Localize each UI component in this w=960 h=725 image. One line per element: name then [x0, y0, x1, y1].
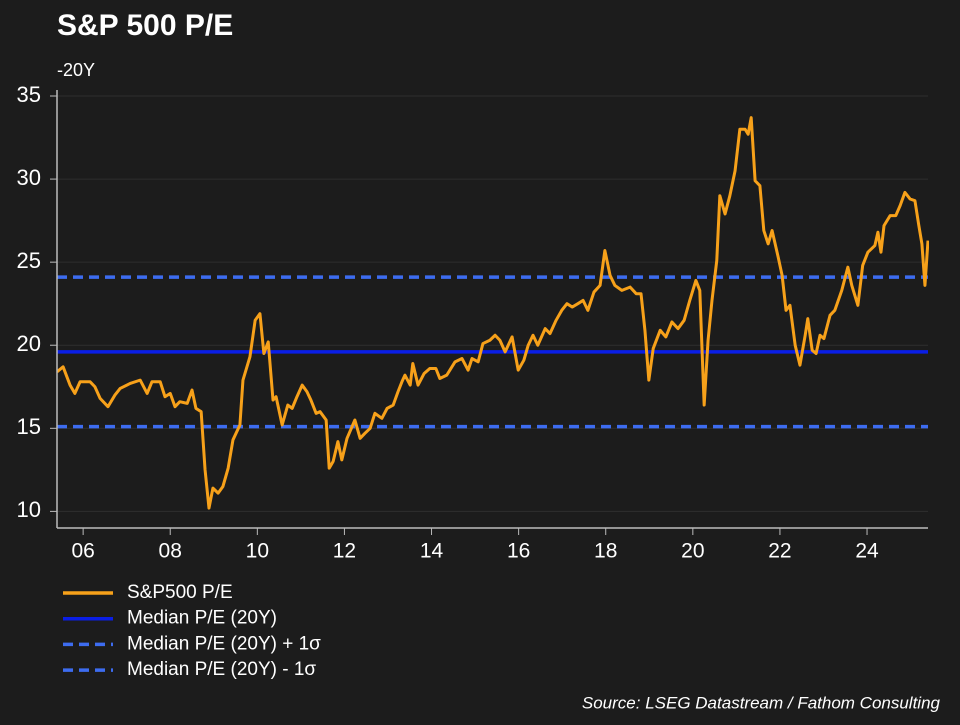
- x-tick-label: 08: [159, 540, 182, 563]
- x-tick-label: 18: [594, 540, 617, 563]
- legend-label: Median P/E (20Y) - 1σ: [127, 659, 316, 680]
- y-tick-label: 15: [17, 414, 41, 439]
- x-tick-label: 20: [681, 540, 704, 563]
- data-line: [57, 116, 929, 510]
- chart-title: S&P 500 P/E: [57, 9, 233, 42]
- x-tick-label: 14: [420, 540, 444, 563]
- y-tick-label: 30: [17, 165, 41, 190]
- legend-label: S&P500 P/E: [127, 582, 233, 603]
- x-tick-label: 10: [246, 540, 269, 563]
- y-tick-label: 20: [17, 331, 41, 356]
- y-tick-label: 35: [17, 82, 41, 107]
- x-tick-label: 16: [507, 540, 530, 563]
- x-tick-label: 12: [333, 540, 356, 563]
- legend-label: Median P/E (20Y) + 1σ: [127, 633, 321, 654]
- legend-label: Median P/E (20Y): [127, 608, 277, 629]
- chart-subtitle: -20Y: [57, 60, 95, 80]
- plot-area: [57, 95, 929, 512]
- x-tick-label: 06: [71, 540, 94, 563]
- x-tick-label: 22: [768, 540, 791, 563]
- source-note: Source: LSEG Datastream / Fathom Consult…: [582, 693, 941, 712]
- y-tick-label: 25: [17, 248, 41, 273]
- x-tick-label: 24: [855, 540, 879, 563]
- y-tick-label: 10: [17, 497, 41, 522]
